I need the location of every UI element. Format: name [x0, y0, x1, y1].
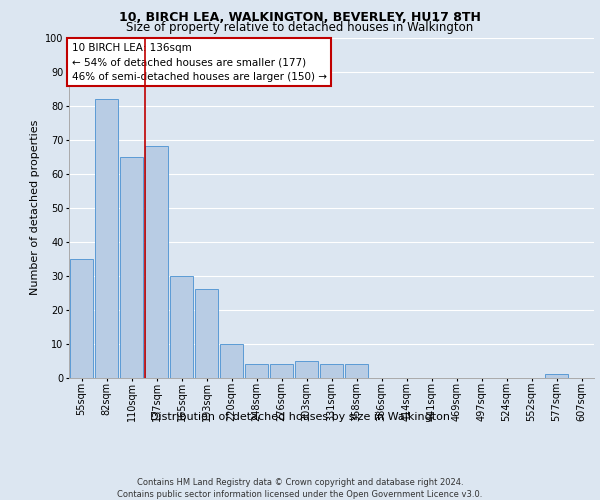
Text: Size of property relative to detached houses in Walkington: Size of property relative to detached ho… [127, 22, 473, 35]
Text: Contains HM Land Registry data © Crown copyright and database right 2024.
Contai: Contains HM Land Registry data © Crown c… [118, 478, 482, 499]
Bar [170, 276, 193, 378]
Text: Distribution of detached houses by size in Walkington: Distribution of detached houses by size … [150, 412, 450, 422]
Bar [345, 364, 368, 378]
Bar [545, 374, 568, 378]
Bar [70, 258, 93, 378]
Bar [270, 364, 293, 378]
Bar [145, 146, 168, 378]
Bar [245, 364, 268, 378]
Bar [195, 289, 218, 378]
Bar [220, 344, 243, 378]
Bar [295, 360, 318, 378]
Bar [320, 364, 343, 378]
Bar [95, 98, 118, 378]
Text: 10 BIRCH LEA: 136sqm
← 54% of detached houses are smaller (177)
46% of semi-deta: 10 BIRCH LEA: 136sqm ← 54% of detached h… [71, 42, 326, 82]
Bar [120, 156, 143, 378]
Text: 10, BIRCH LEA, WALKINGTON, BEVERLEY, HU17 8TH: 10, BIRCH LEA, WALKINGTON, BEVERLEY, HU1… [119, 11, 481, 24]
Y-axis label: Number of detached properties: Number of detached properties [29, 120, 40, 295]
